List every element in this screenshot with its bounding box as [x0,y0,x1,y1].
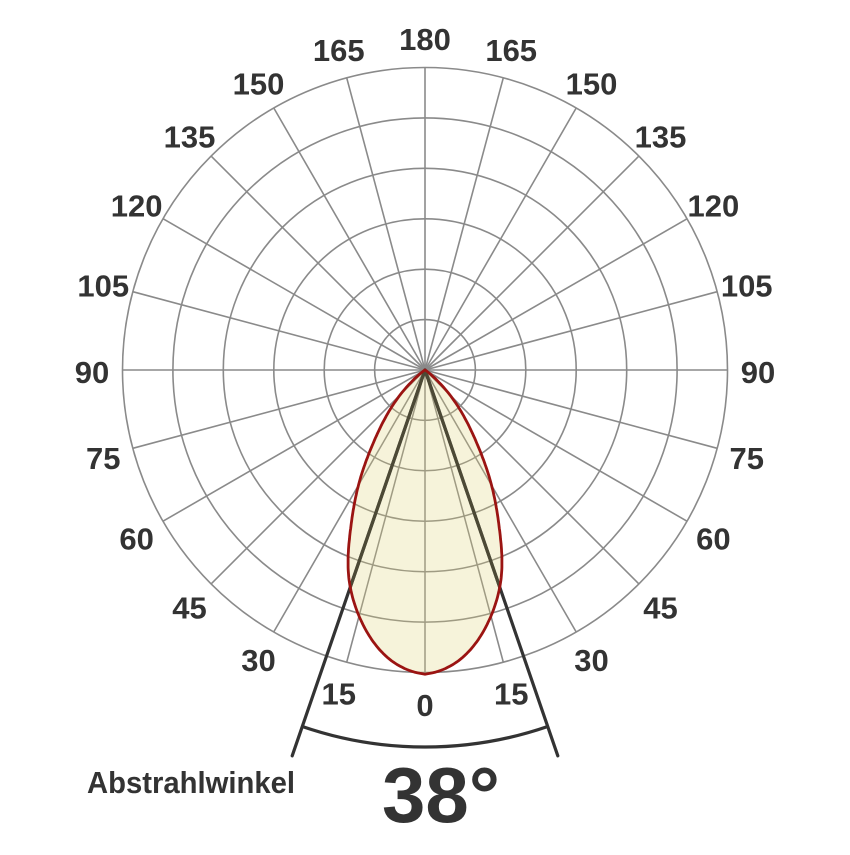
svg-text:150: 150 [233,66,285,101]
svg-text:0: 0 [416,688,433,723]
svg-text:38°: 38° [382,751,500,839]
svg-text:105: 105 [77,269,129,304]
svg-text:30: 30 [574,643,608,678]
svg-text:90: 90 [75,355,109,390]
svg-text:120: 120 [688,188,740,223]
svg-text:30: 30 [241,643,275,678]
svg-text:135: 135 [164,119,216,154]
svg-text:75: 75 [729,441,763,476]
svg-text:120: 120 [111,188,163,223]
svg-text:60: 60 [696,521,730,556]
svg-text:15: 15 [494,677,528,712]
svg-text:165: 165 [485,33,537,68]
svg-text:150: 150 [566,66,618,101]
svg-text:45: 45 [643,590,677,625]
svg-text:165: 165 [313,33,365,68]
svg-text:105: 105 [721,269,773,304]
svg-text:90: 90 [741,355,775,390]
svg-text:75: 75 [86,441,120,476]
svg-text:60: 60 [119,521,153,556]
svg-text:180: 180 [399,22,451,57]
svg-text:15: 15 [322,677,356,712]
svg-text:Abstrahlwinkel: Abstrahlwinkel [87,765,295,800]
svg-text:45: 45 [172,590,206,625]
svg-text:135: 135 [635,119,687,154]
